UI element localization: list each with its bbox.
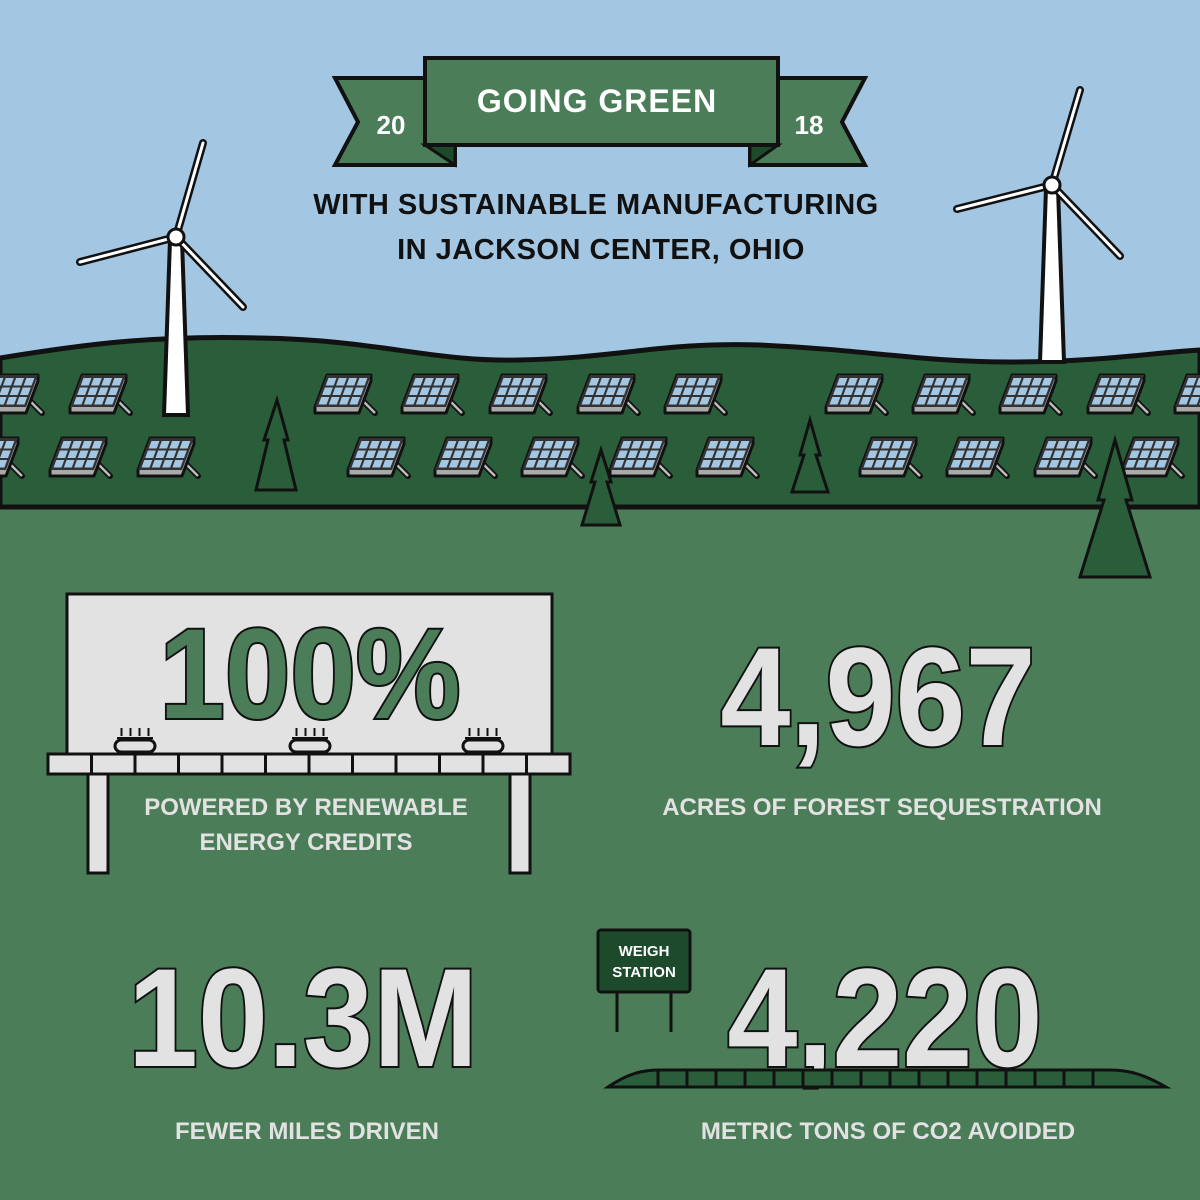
stat-forest-value: 4,967 <box>720 619 1035 776</box>
solar-panel-icon <box>400 373 465 416</box>
solar-panel-icon <box>1086 373 1151 416</box>
sign-line2: STATION <box>612 964 676 981</box>
tree-icon <box>579 444 623 527</box>
solar-panel-icon <box>945 436 1010 479</box>
tree-icon <box>1077 434 1153 579</box>
solar-panel-icon <box>68 373 133 416</box>
solar-panel-icon <box>911 373 976 416</box>
wind-turbine-icon <box>953 86 1124 364</box>
billboard: 100% <box>46 592 572 875</box>
billboard-plank <box>133 752 180 776</box>
weigh-scale <box>603 1068 1172 1089</box>
year-right: 18 <box>795 110 824 140</box>
stat-forest-caption: ACRES OF FOREST SEQUESTRATION <box>662 794 1102 821</box>
billboard-plank <box>481 752 528 776</box>
solar-panel-icon <box>1033 436 1098 479</box>
year-left: 20 <box>377 110 406 140</box>
billboard-plank <box>307 752 354 776</box>
solar-panel-icon <box>858 436 923 479</box>
stat-miles-caption: FEWER MILES DRIVEN <box>175 1118 439 1145</box>
banner-title: GOING GREEN <box>477 83 717 119</box>
solar-panel-icon <box>576 373 641 416</box>
billboard-plank <box>90 752 137 776</box>
solar-panel-icon <box>0 373 45 416</box>
billboard-plank <box>46 752 93 776</box>
sign-line1: WEIGH <box>619 943 670 960</box>
solar-panel-icon <box>998 373 1063 416</box>
billboard-plank <box>351 752 398 776</box>
solar-panel-icon <box>520 436 585 479</box>
billboard-plank <box>438 752 485 776</box>
solar-panel-icon <box>313 373 378 416</box>
solar-panel-icon <box>1120 436 1185 479</box>
billboard-plank <box>525 752 572 776</box>
stat-miles-value: 10.3M <box>128 940 478 1097</box>
solar-panel-icon <box>695 436 760 479</box>
tree-outline-icon <box>254 394 298 492</box>
weigh-station-sign: WEIGH STATION <box>596 928 692 1032</box>
stat-renewable-caption2: ENERGY CREDITS <box>200 829 413 856</box>
solar-panel-icon <box>663 373 728 416</box>
stat-renewable-value: 100% <box>159 604 460 747</box>
billboard-plank <box>177 752 224 776</box>
solar-panel-icon <box>0 436 25 479</box>
solar-panel-icon <box>608 436 673 479</box>
subtitle-line2: IN JACKSON CENTER, OHIO <box>397 234 805 266</box>
solar-panels <box>0 373 1200 479</box>
wind-turbine-icon <box>76 139 247 417</box>
billboard-plank <box>264 752 311 776</box>
solar-panel-icon <box>433 436 498 479</box>
stat-co2-caption: METRIC TONS OF CO2 AVOIDED <box>701 1118 1075 1145</box>
billboard-light-icon <box>113 728 157 754</box>
billboard-plank <box>394 752 441 776</box>
title-banner: GOING GREEN 20 18 <box>331 56 869 168</box>
stat-renewable-caption1: POWERED BY RENEWABLE <box>144 794 468 821</box>
solar-panel-icon <box>346 436 411 479</box>
subtitle-line1: WITH SUSTAINABLE MANUFACTURING <box>313 189 878 221</box>
solar-panel-icon <box>136 436 201 479</box>
solar-panel-icon <box>488 373 553 416</box>
billboard-light-icon <box>288 728 332 754</box>
tree-outline-icon <box>789 414 831 494</box>
solar-panel-icon <box>824 373 889 416</box>
billboard-light-icon <box>461 728 505 754</box>
solar-panel-icon <box>48 436 113 479</box>
billboard-plank <box>220 752 267 776</box>
solar-panel-icon <box>1173 373 1200 415</box>
